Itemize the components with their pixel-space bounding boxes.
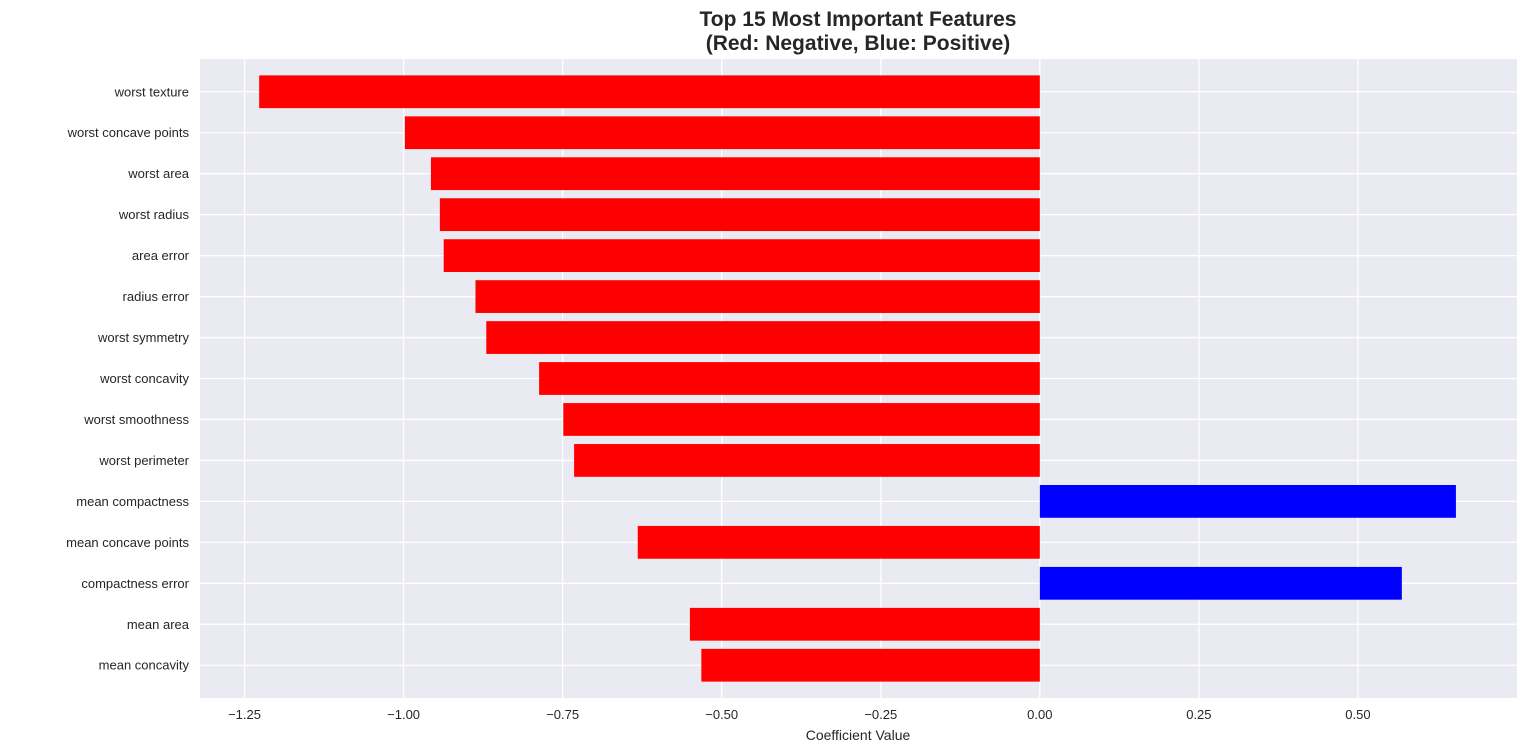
x-tick-label: −1.00 [387, 707, 420, 722]
y-tick-label: worst concave points [67, 125, 190, 140]
y-tick-label: mean compactness [76, 494, 189, 509]
bar [1039, 566, 1402, 600]
chart-title-line-2: (Red: Negative, Blue: Positive) [705, 32, 1011, 55]
y-tick-label: radius error [123, 289, 190, 304]
bar [1039, 485, 1456, 518]
y-tick-label: compactness error [81, 576, 189, 591]
y-tick-label: mean area [127, 617, 190, 632]
x-tick-label: −0.25 [864, 707, 897, 722]
y-tick-labels: worst texture worst concave points worst a… [66, 84, 190, 672]
bar [430, 157, 1040, 191]
bar [259, 75, 1040, 109]
x-tick-labels: −1.25 −1.00 −0.75 −0.50 −0.25 0.00 0.25 0.50 [228, 707, 1371, 722]
x-tick-label: −1.25 [228, 707, 261, 722]
bar [539, 362, 1040, 395]
y-tick-label: worst smoothness [83, 412, 189, 427]
y-tick-label: worst perimeter [98, 453, 189, 468]
bar [637, 525, 1040, 559]
x-tick-label: 0.25 [1186, 707, 1211, 722]
bar [404, 116, 1040, 150]
bar [439, 198, 1040, 232]
y-tick-label: worst radius [118, 207, 190, 222]
y-tick-label: area error [132, 248, 190, 263]
bar [701, 648, 1040, 682]
y-tick-label: worst concavity [99, 371, 189, 386]
bar [443, 239, 1040, 272]
bar-layer [259, 75, 1456, 682]
y-tick-label: mean concavity [99, 658, 190, 673]
bar [689, 607, 1040, 641]
bar [486, 321, 1040, 354]
y-tick-label: mean concave points [66, 535, 189, 550]
bar [563, 403, 1040, 436]
x-tick-label: −0.75 [546, 707, 579, 722]
x-tick-label: 0.00 [1027, 707, 1052, 722]
y-tick-label: worst area [127, 166, 189, 181]
chart-title-line-1: Top 15 Most Important Features [699, 8, 1017, 31]
chart-title: Top 15 Most Important Features (Red: Neg… [0, 8, 1536, 56]
y-tick-label: worst symmetry [97, 330, 190, 345]
y-tick-label: worst texture [114, 84, 189, 99]
x-tick-label: −0.50 [705, 707, 738, 722]
x-axis-label: Coefficient Value [806, 727, 911, 743]
bar [574, 444, 1040, 477]
bar [475, 280, 1040, 313]
x-tick-label: 0.50 [1345, 707, 1370, 722]
